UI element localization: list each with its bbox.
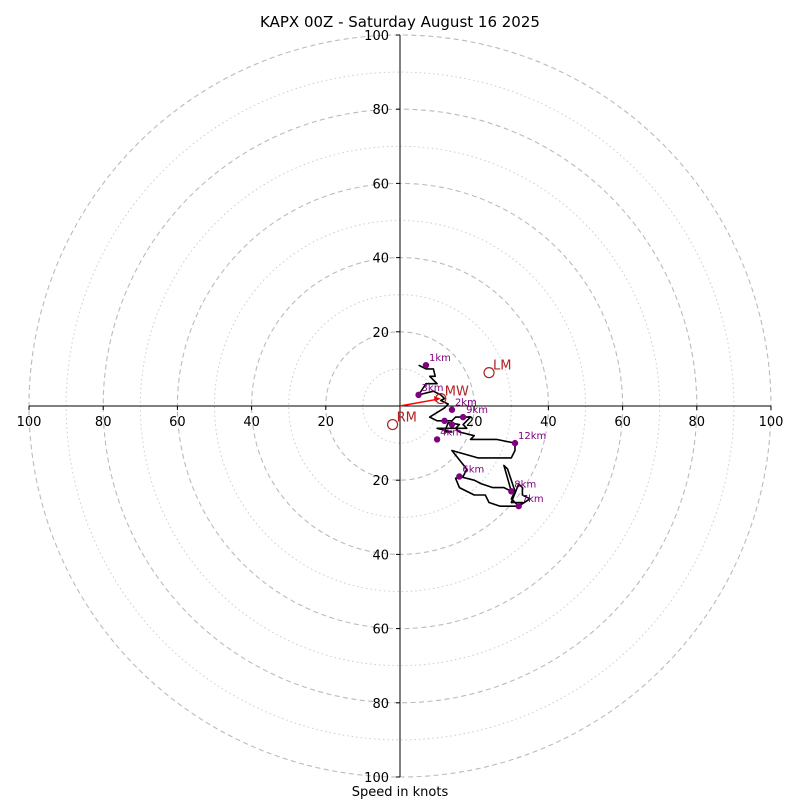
mean-wind-arrow [399,398,438,407]
height-marker-1km [422,361,430,369]
y-tick-label: 80 [372,103,389,118]
height-marker [448,421,456,428]
y-tick-label: 20 [372,474,389,489]
height-label-4km: 4km [440,427,462,438]
x-axis-label: Speed in knots [352,785,449,800]
storm-motion-markers: LM MW RM [386,359,512,431]
x-tick-label: 20 [466,415,483,430]
height-marker-9km [459,413,467,421]
x-tick-label: 80 [95,415,112,430]
height-marker-8km [508,488,515,495]
height-label-9km: 9km [466,405,488,416]
height-marker [441,417,448,425]
mean-wind-arrowhead [433,396,441,402]
height-label-2km: 2km [455,398,477,409]
height-label-7km: 7km [522,494,544,505]
height-marker-2km [448,406,456,413]
height-marker-3km [415,391,422,399]
height-label-8km: 8km [514,479,536,490]
storm-motion-mw-label: MW [445,385,469,400]
y-tick-label: 80 [372,697,389,712]
chart-title: KAPX 00Z - Saturday August 16 2025 [260,13,540,31]
height-label-12km: 12km [518,431,546,442]
height-markers: 1km 3km 2km 4km 9km 6km 12km 8km 7km [415,353,546,510]
x-tick-label: 60 [614,415,631,430]
x-tick-label: 40 [243,415,260,430]
storm-motion-rm-marker [386,418,399,431]
tick-labels: 100 80 60 40 20 20 40 60 80 100 100 80 60 40 20 20 40 60 8… [17,29,784,786]
storm-motion-rm-label: RM [397,411,417,426]
height-marker-7km [515,502,522,510]
y-tick-label: 20 [372,326,389,341]
x-tick-label: 60 [169,415,186,430]
x-tick-label: 20 [318,415,335,430]
hodograph-trace-line [417,364,531,508]
x-tick-label: 100 [17,415,42,430]
x-tick-label: 80 [689,415,706,430]
y-tick-label: 100 [364,29,389,44]
x-tick-label: 40 [540,415,557,430]
height-label-6km: 6km [462,464,484,475]
height-label-3km: 3km [422,383,444,394]
height-label-1km: 1km [429,353,451,364]
height-marker-12km [511,439,519,447]
y-tick-label: 100 [364,771,389,786]
storm-motion-mw-marker [435,392,447,405]
height-marker-6km [456,473,463,480]
storm-motion-lm-label: LM [493,359,511,374]
storm-motion-lm-marker [483,367,495,379]
y-tick-label: 60 [372,177,389,192]
y-tick-label: 60 [372,623,389,638]
y-tick-label: 40 [372,252,389,267]
x-tick-label: 100 [759,415,784,430]
height-marker-4km [433,436,441,443]
y-tick-label: 40 [372,548,389,563]
